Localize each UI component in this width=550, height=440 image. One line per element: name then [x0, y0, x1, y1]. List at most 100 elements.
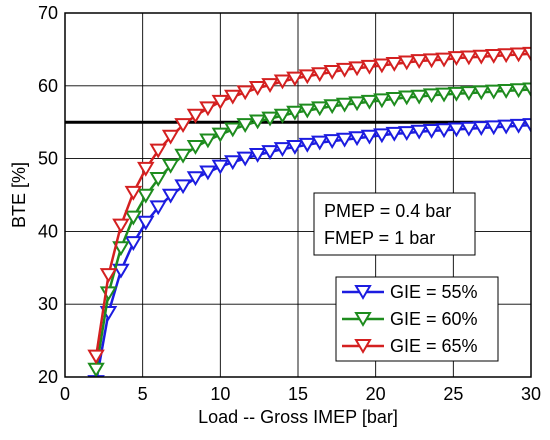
data-point	[87, 375, 105, 377]
data-point	[186, 171, 205, 187]
data-point	[373, 58, 391, 74]
data-point	[484, 120, 503, 136]
legend-swatch-marker	[354, 339, 372, 354]
y-tick-label: 20	[38, 367, 58, 387]
data-point	[161, 129, 180, 145]
data-point	[348, 61, 366, 77]
legend: GIE = 55% GIE = 60% GIE = 65%	[335, 276, 499, 362]
data-point	[248, 148, 267, 163]
data-point	[385, 126, 404, 142]
data-point	[484, 49, 503, 64]
data-point	[522, 118, 531, 134]
data-point	[161, 158, 180, 174]
data-point	[373, 93, 391, 109]
data-point	[472, 85, 491, 101]
series-1	[87, 118, 531, 377]
data-point	[99, 268, 118, 284]
data-point	[422, 53, 441, 69]
legend-label: GIE = 60%	[390, 309, 478, 329]
legend-item: GIE = 65%	[342, 336, 478, 356]
data-point	[410, 54, 428, 69]
data-point	[335, 132, 354, 148]
data-point	[472, 49, 491, 65]
x-tick-label: 0	[60, 384, 70, 404]
data-point	[273, 142, 292, 158]
data-point	[124, 210, 143, 226]
data-point	[397, 90, 416, 106]
data-point	[397, 126, 416, 142]
data-point	[112, 218, 130, 234]
data-point	[509, 83, 528, 99]
legend-label: GIE = 65%	[390, 336, 478, 356]
data-point	[360, 129, 379, 145]
y-tick-label: 40	[38, 221, 58, 241]
legend-label: GIE = 55%	[390, 282, 478, 302]
data-point	[137, 188, 155, 204]
data-point	[273, 108, 292, 124]
data-point	[112, 263, 130, 279]
data-point	[310, 101, 329, 117]
data-point	[323, 134, 341, 150]
data-point	[211, 127, 230, 143]
data-point	[248, 81, 267, 96]
data-point	[273, 74, 292, 90]
data-point	[348, 96, 366, 112]
data-point	[310, 135, 329, 151]
x-tick-label: 10	[210, 384, 230, 404]
legend-item: GIE = 60%	[342, 309, 478, 329]
data-point	[236, 85, 254, 101]
data-point	[385, 91, 404, 107]
data-point	[472, 121, 491, 136]
data-point	[236, 118, 254, 134]
data-point	[422, 88, 441, 104]
data-point	[509, 118, 528, 134]
y-tick-label: 60	[38, 76, 58, 96]
data-point	[161, 188, 180, 204]
data-point	[137, 215, 155, 231]
data-point	[248, 114, 267, 130]
data-point	[236, 151, 254, 167]
data-point	[435, 123, 453, 139]
data-point	[186, 140, 205, 155]
x-tick-label: 30	[521, 384, 541, 404]
data-point	[410, 89, 428, 105]
data-point	[460, 121, 478, 137]
data-point	[298, 69, 317, 85]
data-point	[224, 155, 242, 171]
data-point	[87, 349, 105, 365]
x-tick-label: 15	[288, 384, 308, 404]
data-point	[124, 185, 143, 201]
annotation-box: PMEP = 0.4 bar FMEP = 1 bar	[313, 192, 476, 256]
data-point	[460, 50, 478, 66]
legend-item: GIE = 55%	[342, 282, 478, 302]
data-point	[435, 87, 453, 103]
data-point	[261, 111, 279, 127]
data-point	[522, 82, 531, 98]
data-point	[522, 46, 531, 62]
x-tick-label: 25	[443, 384, 463, 404]
data-point	[447, 51, 466, 67]
data-point	[460, 86, 478, 102]
data-point	[174, 118, 192, 134]
data-point	[149, 172, 167, 187]
data-point	[447, 122, 466, 138]
data-point	[174, 179, 192, 195]
data-point	[199, 133, 217, 149]
data-point	[298, 103, 317, 119]
data-point	[224, 122, 242, 138]
data-point	[385, 57, 404, 72]
legend-swatch-marker	[354, 312, 372, 327]
data-point	[435, 52, 453, 68]
x-axis-label: Load -- Gross IMEP [bar]	[198, 407, 398, 427]
data-point	[497, 83, 515, 99]
y-tick-label: 70	[38, 3, 58, 23]
data-point	[348, 131, 366, 147]
data-point	[335, 62, 354, 78]
series-2	[87, 82, 531, 377]
data-point	[298, 137, 317, 153]
data-point	[224, 89, 242, 105]
data-point	[199, 165, 217, 181]
data-point	[199, 101, 217, 117]
data-point	[149, 200, 167, 216]
